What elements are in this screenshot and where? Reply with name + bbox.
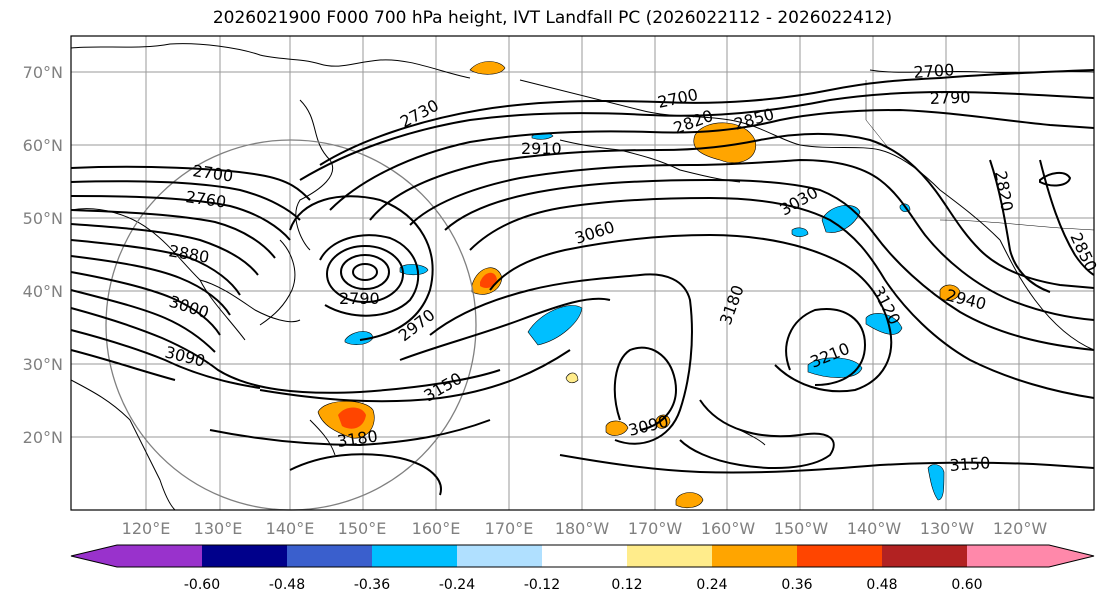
lat-tick: 70°N (23, 63, 63, 82)
contour-label: 2910 (521, 139, 562, 158)
lon-tick: 180°W (555, 519, 610, 538)
contour-label: 2790 (929, 88, 970, 108)
contour-label: 2790 (339, 289, 380, 308)
map-frame (70, 35, 1095, 511)
lon-tick: 120°E (122, 519, 171, 538)
colorbar-label: -0.12 (524, 577, 560, 593)
colorbar: -0.60 -0.48 -0.36 -0.24 -0.12 0.12 0.24 … (70, 544, 1095, 593)
contour-label: 2700 (913, 60, 955, 82)
colorbar-segment (287, 545, 372, 567)
colorbar-label: 0.12 (611, 577, 642, 593)
ivt-shading (317, 61, 961, 509)
lat-tick: 20°N (23, 428, 63, 447)
colorbar-segment (967, 545, 1049, 567)
contour-label: 3150 (949, 453, 991, 475)
colorbar-label: 0.36 (781, 577, 812, 593)
map-title: 2026021900 F000 700 hPa height, IVT Land… (212, 8, 893, 28)
colorbar-outline (70, 544, 1095, 568)
colorbar-label: 0.48 (866, 577, 897, 593)
colorbar-label: -0.24 (439, 577, 475, 593)
longitude-ticks: 120°E 130°E 140°E 150°E 160°E 170°E 180°… (122, 519, 1048, 538)
colorbar-label: 0.24 (696, 577, 727, 593)
colorbar-segment (117, 545, 202, 567)
height-contours (70, 69, 1095, 496)
colorbar-segment (627, 545, 712, 567)
colorbar-label: -0.60 (184, 577, 220, 593)
lon-tick: 130°W (920, 519, 975, 538)
colorbar-extend-low (71, 545, 117, 567)
lon-tick: 140°E (266, 519, 315, 538)
colorbar-segment (712, 545, 797, 567)
colorbar-segment (797, 545, 882, 567)
colorbar-segment (457, 545, 542, 567)
lon-tick: 170°W (628, 519, 683, 538)
colorbar-segment (542, 545, 627, 567)
lon-tick: 150°W (774, 519, 829, 538)
lon-tick: 150°E (338, 519, 387, 538)
lon-tick: 120°W (993, 519, 1048, 538)
colorbar-label: -0.36 (354, 577, 390, 593)
lon-tick: 130°E (194, 519, 243, 538)
lon-tick: 160°W (701, 519, 756, 538)
lat-tick: 30°N (23, 355, 63, 374)
lat-tick: 40°N (23, 282, 63, 301)
colorbar-segment (372, 545, 457, 567)
colorbar-extend-high (1049, 545, 1094, 567)
lat-tick: 50°N (23, 209, 63, 228)
colorbar-segment (202, 545, 287, 567)
lon-tick: 140°W (847, 519, 902, 538)
lon-tick: 160°E (412, 519, 461, 538)
colorbar-label: 0.60 (951, 577, 982, 593)
lat-tick: 60°N (23, 136, 63, 155)
colorbar-label: -0.48 (269, 577, 305, 593)
latitude-ticks: 70°N 60°N 50°N 40°N 30°N 20°N (23, 63, 63, 447)
lon-tick: 170°E (485, 519, 534, 538)
colorbar-segment (882, 545, 967, 567)
